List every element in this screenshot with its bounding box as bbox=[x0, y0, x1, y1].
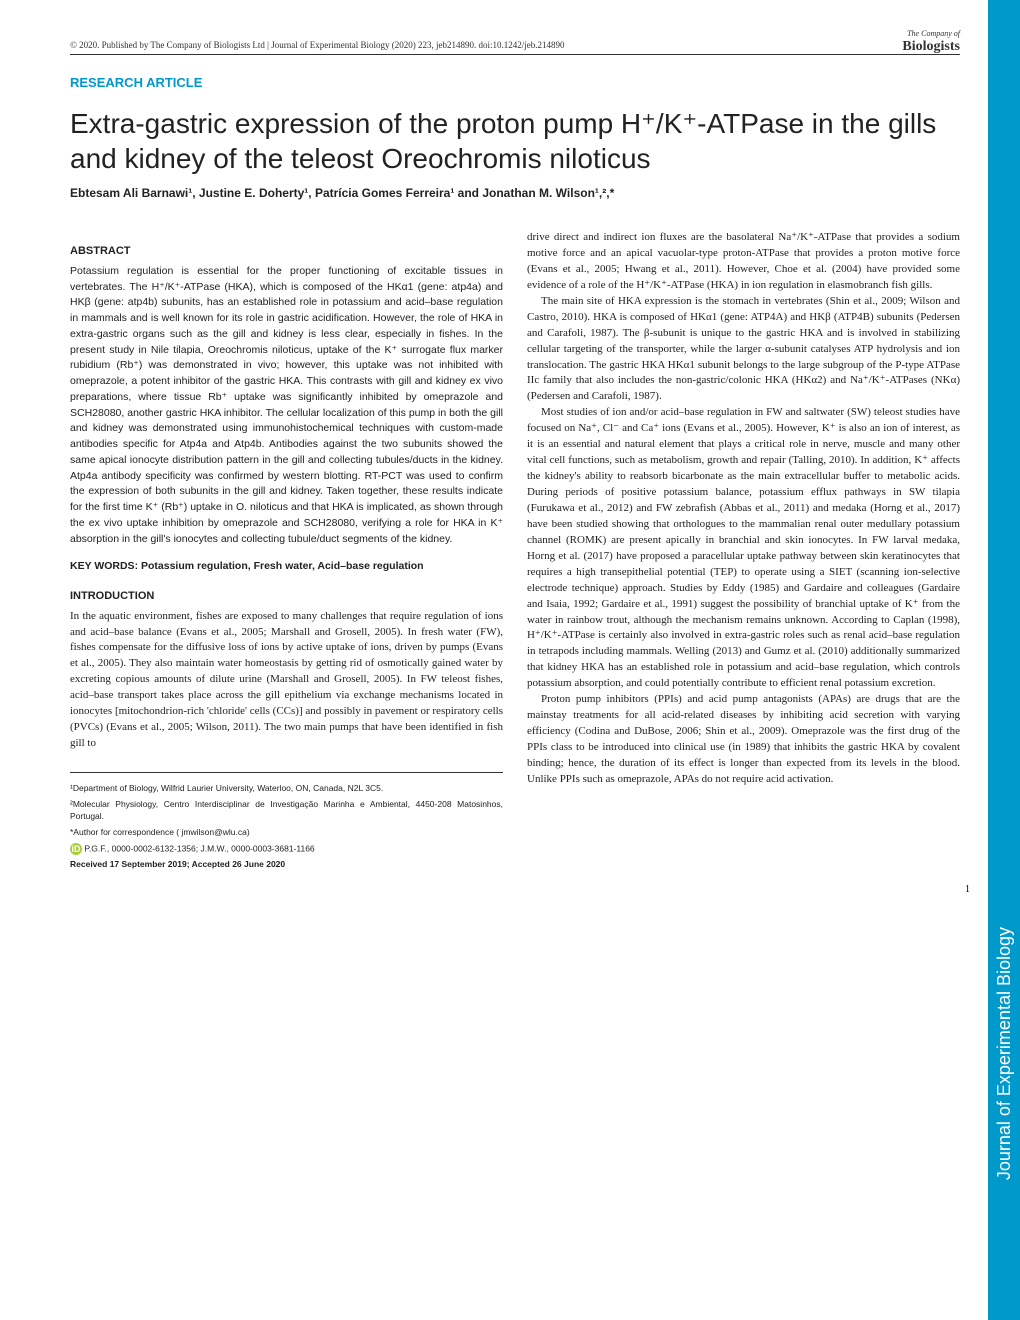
page-number: 1 bbox=[965, 884, 970, 895]
body-paragraph-2: The main site of HKA expression is the s… bbox=[527, 294, 960, 406]
correspondence: *Author for correspondence ( jmwilson@wl… bbox=[70, 827, 503, 839]
abstract-heading: ABSTRACT bbox=[70, 244, 503, 260]
orcid-icon: iD bbox=[70, 843, 82, 855]
intro-paragraph-1: In the aquatic environment, fishes are e… bbox=[70, 609, 503, 752]
article-type: RESEARCH ARTICLE bbox=[70, 75, 960, 90]
body-paragraph-4: Proton pump inhibitors (PPIs) and acid p… bbox=[527, 692, 960, 788]
author-list: Ebtesam Ali Barnawi¹, Justine E. Doherty… bbox=[70, 186, 960, 200]
logo-company: The Company of bbox=[902, 30, 960, 39]
abstract-text: Potassium regulation is essential for th… bbox=[70, 264, 503, 548]
body-paragraph-1: drive direct and indirect ion fluxes are… bbox=[527, 230, 960, 294]
introduction-heading: INTRODUCTION bbox=[70, 589, 503, 605]
sidebar-journal-name: Journal of Experimental Biology bbox=[994, 927, 1015, 1180]
left-column: ABSTRACT Potassium regulation is essenti… bbox=[70, 230, 503, 875]
right-column: drive direct and indirect ion fluxes are… bbox=[527, 230, 960, 875]
orcid-line: iD P.G.F., 0000-0002-6132-1356; J.M.W., … bbox=[70, 843, 503, 855]
body-paragraph-3: Most studies of ion and/or acid–base reg… bbox=[527, 405, 960, 692]
footnotes: ¹Department of Biology, Wilfrid Laurier … bbox=[70, 772, 503, 871]
article-title: Extra-gastric expression of the proton p… bbox=[70, 106, 960, 176]
affiliation-2: ²Molecular Physiology, Centro Interdisci… bbox=[70, 799, 503, 823]
received-accepted-dates: Received 17 September 2019; Accepted 26 … bbox=[70, 859, 503, 871]
keywords: KEY WORDS: Potassium regulation, Fresh w… bbox=[70, 559, 503, 574]
header-copyright: © 2020. Published by The Company of Biol… bbox=[70, 40, 960, 55]
body-columns: ABSTRACT Potassium regulation is essenti… bbox=[70, 230, 960, 875]
orcid-ids: P.G.F., 0000-0002-6132-1356; J.M.W., 000… bbox=[84, 843, 314, 853]
affiliation-1: ¹Department of Biology, Wilfrid Laurier … bbox=[70, 783, 503, 795]
publisher-logo: The Company of Biologists bbox=[902, 30, 960, 54]
logo-biologists: Biologists bbox=[902, 39, 960, 54]
